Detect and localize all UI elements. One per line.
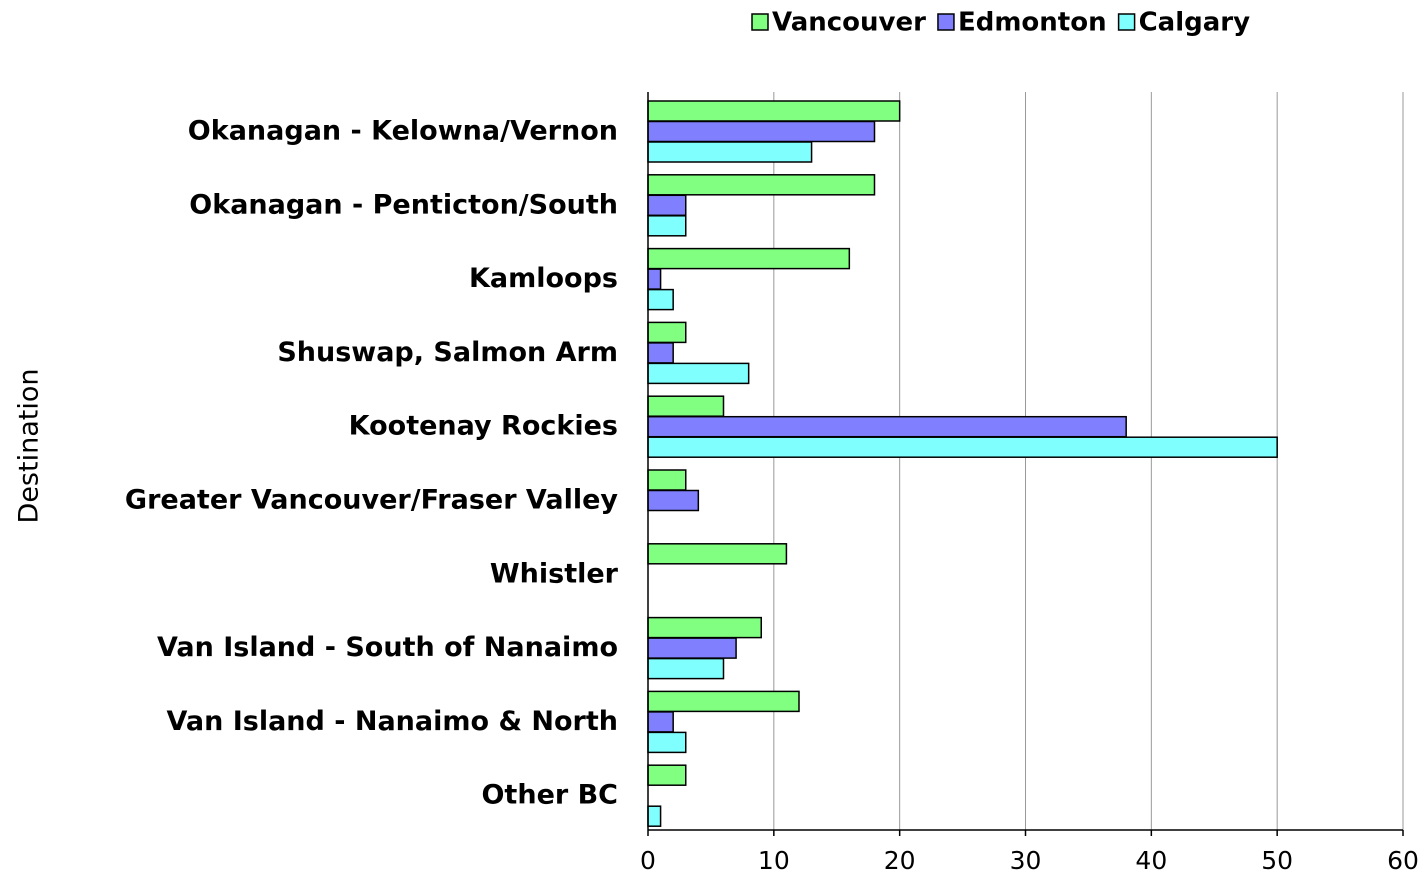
- bar: [647, 657, 725, 680]
- bar: [647, 100, 901, 122]
- x-tick-label: 60: [1387, 846, 1419, 875]
- legend-label: Edmonton: [958, 8, 1107, 38]
- x-tick-label: 10: [758, 846, 790, 875]
- bar: [647, 362, 750, 385]
- bar: [647, 247, 851, 270]
- bar: [647, 764, 687, 786]
- bar: [647, 805, 662, 827]
- y-axis-label: Destination: [14, 369, 45, 524]
- bar: [647, 543, 788, 565]
- bar: [647, 174, 876, 196]
- bar: [647, 637, 737, 659]
- bar: [647, 469, 687, 491]
- bar: [647, 268, 662, 290]
- y-tick-label: Okanagan - Kelowna/Vernon: [188, 116, 618, 147]
- x-tick-label: 30: [1010, 846, 1042, 875]
- bar: [647, 288, 674, 311]
- bar: [647, 215, 687, 237]
- y-tick-label: Van Island - South of Nanaimo: [157, 632, 618, 663]
- bar: [647, 731, 687, 754]
- bar: [647, 415, 1127, 438]
- x-tick-label: 0: [640, 846, 656, 875]
- legend-swatch: [937, 13, 955, 31]
- bar: [647, 489, 700, 512]
- bar: [647, 436, 1278, 458]
- y-tick-label: Kamloops: [469, 263, 618, 294]
- x-tick-label: 20: [884, 846, 916, 875]
- legend-label: Calgary: [1139, 8, 1251, 38]
- y-tick-label: Kootenay Rockies: [349, 411, 618, 442]
- y-tick-label: Shuswap, Salmon Arm: [277, 337, 618, 368]
- x-tick-label: 50: [1261, 846, 1293, 875]
- y-tick-label: Greater Vancouver/Fraser Valley: [125, 485, 618, 516]
- x-tick-label: 40: [1135, 846, 1167, 875]
- bar: [647, 711, 674, 733]
- bar: [647, 321, 687, 344]
- legend-swatch: [751, 13, 769, 31]
- legend-swatch: [1117, 13, 1136, 31]
- bar: [647, 120, 876, 143]
- legend-label: Vancouver: [772, 8, 926, 38]
- y-tick-label: Other BC: [481, 780, 618, 811]
- bar: [647, 395, 725, 417]
- y-tick-label: Van Island - Nanaimo & North: [166, 706, 618, 737]
- y-tick-label: Okanagan - Penticton/South: [189, 189, 618, 220]
- bar: [647, 194, 687, 217]
- bar: [647, 141, 813, 163]
- bar: [647, 342, 674, 364]
- bar: [647, 616, 762, 639]
- y-tick-label: Whistler: [490, 558, 619, 589]
- bar: [647, 690, 800, 713]
